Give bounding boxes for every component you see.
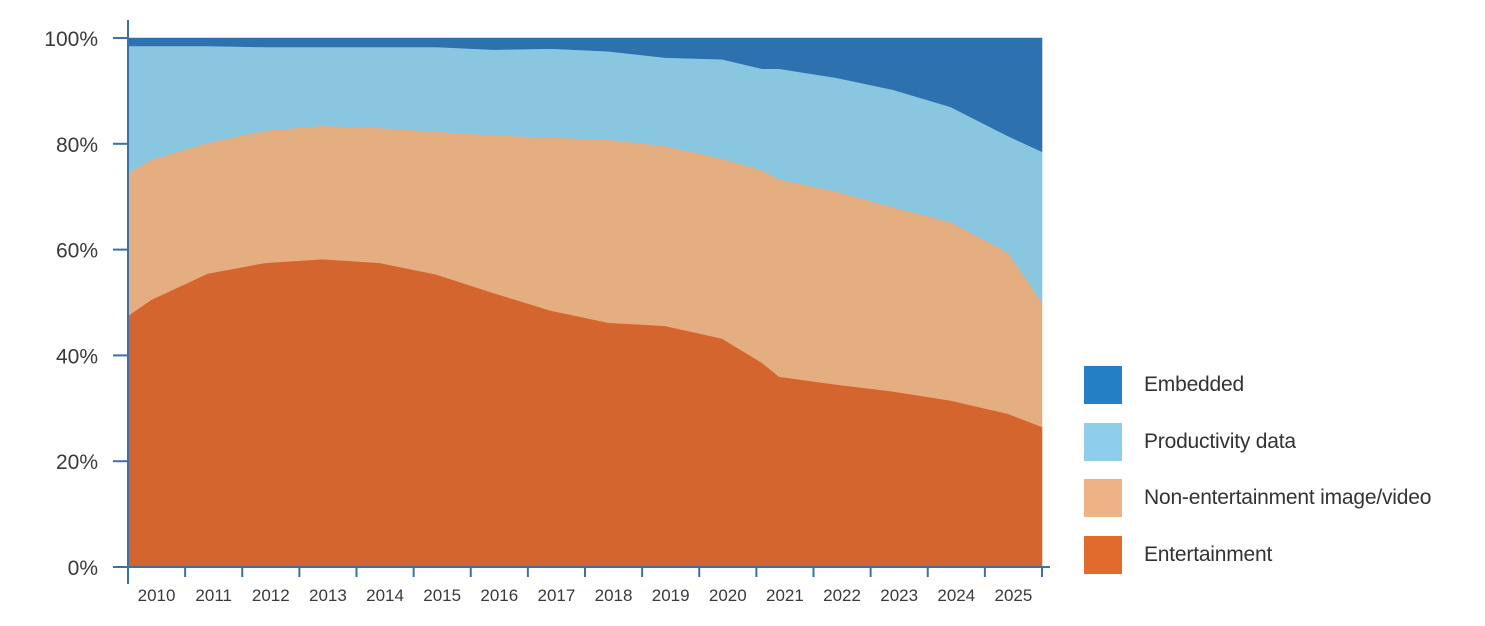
x-tick-label: 2014 bbox=[366, 586, 404, 605]
legend-swatch-non-entertainment bbox=[1084, 479, 1122, 517]
legend-item-entertainment: Entertainment bbox=[1084, 536, 1272, 574]
legend-swatch-embedded bbox=[1084, 366, 1122, 404]
x-tick-label: 2023 bbox=[880, 586, 918, 605]
legend-item-non-entertainment: Non-entertainment image/video bbox=[1084, 479, 1431, 517]
legend-label-non-entertainment: Non-entertainment image/video bbox=[1144, 486, 1432, 509]
x-tick-label: 2020 bbox=[709, 586, 747, 605]
x-tick-label: 2015 bbox=[423, 586, 461, 605]
x-tick-label: 2010 bbox=[138, 586, 176, 605]
x-tick-label: 2024 bbox=[937, 586, 975, 605]
tick-labels-layer: 0% 20% 40% 60% 80% 100% 2010 2011 2012 2013 2014 20… bbox=[44, 28, 1032, 605]
y-tick-label: 60% bbox=[56, 240, 98, 263]
y-tick-label: 0% bbox=[68, 557, 98, 580]
x-tick-label: 2021 bbox=[766, 586, 804, 605]
y-tick-label: 100% bbox=[44, 28, 98, 51]
legend-swatch-entertainment bbox=[1084, 536, 1122, 574]
area-embedded bbox=[127, 37, 1043, 153]
y-tick-label: 20% bbox=[56, 451, 98, 474]
x-tick-label: 2016 bbox=[480, 586, 518, 605]
legend-label-entertainment: Entertainment bbox=[1144, 543, 1273, 566]
x-tick-label: 2012 bbox=[252, 586, 290, 605]
x-tick-label: 2017 bbox=[538, 586, 576, 605]
y-tick-label: 40% bbox=[56, 345, 98, 368]
x-tick-label: 2013 bbox=[309, 586, 347, 605]
y-tick-label: 80% bbox=[56, 134, 98, 157]
legend-label-embedded: Embedded bbox=[1144, 373, 1244, 396]
legend-label-productivity-data: Productivity data bbox=[1144, 430, 1296, 453]
x-tick-label: 2011 bbox=[195, 586, 232, 605]
x-tick-label: 2018 bbox=[595, 586, 633, 605]
x-tick-label: 2022 bbox=[823, 586, 861, 605]
legend-item-embedded: Embedded bbox=[1084, 366, 1244, 404]
legend-item-productivity-data: Productivity data bbox=[1084, 423, 1296, 461]
x-tick-label: 2025 bbox=[995, 586, 1033, 605]
x-tick-label: 2019 bbox=[652, 586, 690, 605]
axes-layer bbox=[113, 20, 1050, 584]
legend-swatch-productivity-data bbox=[1084, 423, 1122, 461]
areas-layer bbox=[127, 37, 1043, 568]
